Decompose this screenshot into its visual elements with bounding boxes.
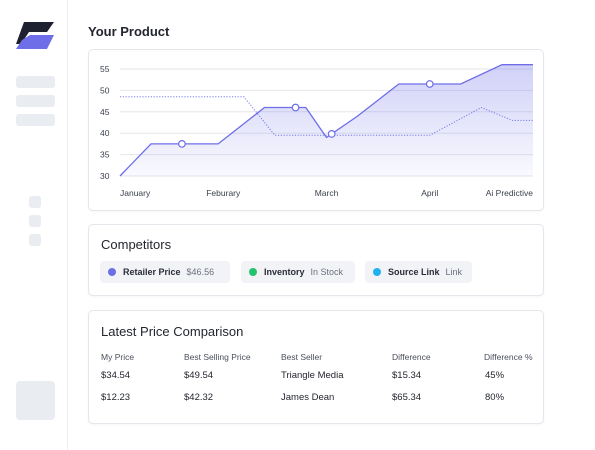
table-cell: $34.54 xyxy=(101,370,131,381)
y-tick-label: 40 xyxy=(100,128,110,138)
competitor-value: $46.56 xyxy=(186,267,215,277)
series-area-fill xyxy=(120,64,533,176)
column-header-difference-percent: Difference % xyxy=(484,352,533,362)
table-cell: $65.34 xyxy=(392,392,422,403)
nav-icon-placeholder-2[interactable] xyxy=(29,215,41,227)
competitor-label: Retailer Price xyxy=(123,267,181,277)
x-tick-label: March xyxy=(315,188,339,198)
table-cell: 45% xyxy=(485,370,505,381)
table-cell: $15.34 xyxy=(392,370,422,381)
x-tick-label: Ai Predictive xyxy=(486,188,534,198)
y-tick-label: 35 xyxy=(100,150,110,160)
y-tick-label: 45 xyxy=(100,107,110,117)
competitor-label: Inventory xyxy=(264,267,305,277)
price-comparison-card: Latest Price Comparison My Price Best Se… xyxy=(88,310,544,424)
purple-dot-icon xyxy=(108,268,116,276)
x-tick-label: April xyxy=(421,188,438,198)
nav-placeholder-2[interactable] xyxy=(16,95,55,107)
blue-dot-icon xyxy=(373,268,381,276)
data-point-marker xyxy=(178,139,186,148)
nav-placeholder-1[interactable] xyxy=(16,76,55,88)
price-line-chart: 55 50 45 40 35 30 January Feburary March April Ai … xyxy=(100,64,534,198)
data-point-marker xyxy=(291,103,300,112)
table-cell: $49.54 xyxy=(184,370,214,381)
table-cell: $42.32 xyxy=(184,392,214,403)
table-cell: 80% xyxy=(485,392,505,403)
series-line-dotted xyxy=(120,96,533,136)
series-line-primary xyxy=(119,64,533,177)
nav-placeholder-3[interactable] xyxy=(16,114,55,126)
column-header-my-price: My Price xyxy=(101,352,135,362)
y-tick-label: 55 xyxy=(100,64,110,74)
table-cell: Triangle Media xyxy=(281,370,344,381)
nav-icon-placeholder-3[interactable] xyxy=(29,234,41,246)
x-tick-label: January xyxy=(120,188,151,198)
data-point-marker xyxy=(327,130,336,138)
user-avatar-placeholder[interactable] xyxy=(16,381,55,420)
column-header-best-seller: Best Seller xyxy=(281,352,323,362)
green-dot-icon xyxy=(249,268,257,276)
column-header-difference: Difference xyxy=(392,352,431,362)
competitor-source-link[interactable]: Source Link Link xyxy=(365,261,472,283)
table-cell: $12.23 xyxy=(101,392,131,403)
competitor-inventory[interactable]: Inventory In Stock xyxy=(241,261,355,283)
brand-logo-icon[interactable] xyxy=(14,18,56,54)
competitors-title: Competitors xyxy=(101,237,172,252)
data-point-marker xyxy=(425,80,434,88)
y-tick-label: 30 xyxy=(100,171,110,181)
column-header-best-selling-price: Best Selling Price xyxy=(184,352,251,362)
sidebar xyxy=(0,0,68,450)
price-chart-card: 55 50 45 40 35 30 January Feburary March April Ai … xyxy=(88,49,544,211)
competitor-retailer-price[interactable]: Retailer Price $46.56 xyxy=(100,261,230,283)
competitor-value: In Stock xyxy=(310,267,344,277)
competitors-card: Competitors Retailer Price $46.56 Invent… xyxy=(88,224,544,296)
table-cell: James Dean xyxy=(281,392,335,403)
page-title: Your Product xyxy=(88,24,170,39)
y-tick-label: 50 xyxy=(100,85,110,95)
nav-icon-placeholder-1[interactable] xyxy=(29,196,41,208)
price-comparison-title: Latest Price Comparison xyxy=(101,324,244,339)
competitor-link[interactable]: Link xyxy=(445,267,463,277)
competitor-label: Source Link xyxy=(388,267,440,277)
x-tick-label: Feburary xyxy=(206,188,241,198)
